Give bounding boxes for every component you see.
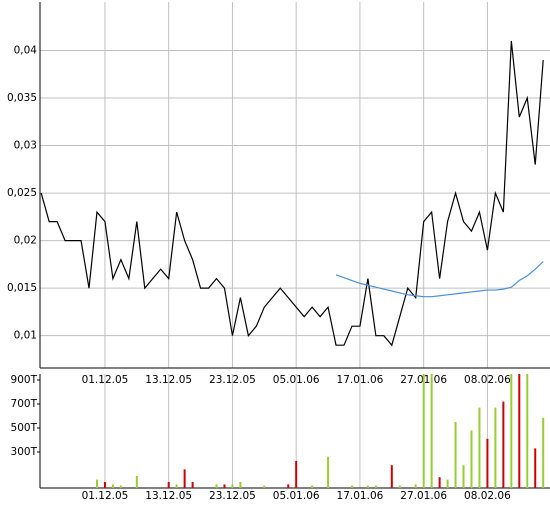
volume-bar (542, 417, 545, 488)
volume-bar (438, 477, 441, 488)
volume-bar (239, 482, 242, 488)
volume-bar (175, 484, 178, 488)
volume-bar (119, 485, 122, 488)
x-tick-label: 08.02.06 (464, 490, 511, 502)
price-line (335, 261, 544, 298)
volume-bar (263, 485, 266, 488)
volume-bar (327, 456, 330, 488)
volume-bar (111, 484, 114, 488)
volume-bar (470, 430, 473, 488)
volume-bar (167, 482, 170, 488)
y-tick-label: 700T (11, 398, 38, 410)
volume-bar (414, 484, 417, 488)
volume-bar (191, 482, 194, 488)
volume-bar (486, 438, 489, 488)
volume-bar (223, 484, 226, 488)
volume-bar (446, 479, 449, 488)
y-tick-label: 0,04 (14, 44, 38, 56)
y-tick-label: 0,015 (7, 282, 37, 294)
volume-bar (287, 484, 290, 488)
volume-bar (366, 485, 369, 488)
volume-bar (295, 461, 298, 488)
volume-bar (103, 482, 106, 488)
volume-bar (478, 407, 481, 488)
volume-bar (494, 407, 497, 488)
volume-bar (311, 485, 314, 488)
volume-bar (95, 479, 98, 488)
price-line (40, 40, 544, 347)
volume-bar (502, 401, 505, 488)
y-tick-label: 900T (11, 374, 38, 386)
volume-bar (526, 374, 529, 488)
volume-bar (183, 469, 186, 488)
volume-bar (462, 465, 465, 488)
y-tick-label: 0,01 (14, 330, 37, 342)
x-tick-label: 23.12.05 (209, 490, 256, 502)
x-tick-label: 17.01.06 (337, 490, 384, 502)
volume-bar (231, 484, 234, 488)
volume-bar (454, 422, 457, 488)
x-tick-label: 01.12.05 (82, 490, 129, 502)
x-tick-label: 27.01.06 (400, 490, 447, 502)
volume-bar (350, 485, 353, 488)
volume-bar (390, 465, 393, 488)
volume-bar (510, 374, 513, 488)
bars (95, 374, 545, 488)
y-tick-label: 500T (11, 422, 38, 434)
y-tick-label: 0,025 (7, 187, 37, 199)
volume-bar (518, 374, 521, 488)
volume-bar (422, 374, 425, 488)
volume-bar (534, 448, 537, 488)
y-tick-label: 0,02 (14, 235, 37, 247)
volume-bar (374, 485, 377, 488)
volume-bar (430, 374, 433, 488)
volume-bar (398, 485, 401, 488)
volume-bar (215, 484, 218, 488)
y-tick-label: 0,035 (7, 92, 37, 104)
volume-bar (135, 476, 138, 488)
x-tick-label: 05.01.06 (273, 490, 320, 502)
y-tick-label: 300T (11, 446, 38, 458)
y-tick-label: 0,03 (14, 140, 37, 152)
x-tick-label: 13.12.05 (145, 490, 192, 502)
